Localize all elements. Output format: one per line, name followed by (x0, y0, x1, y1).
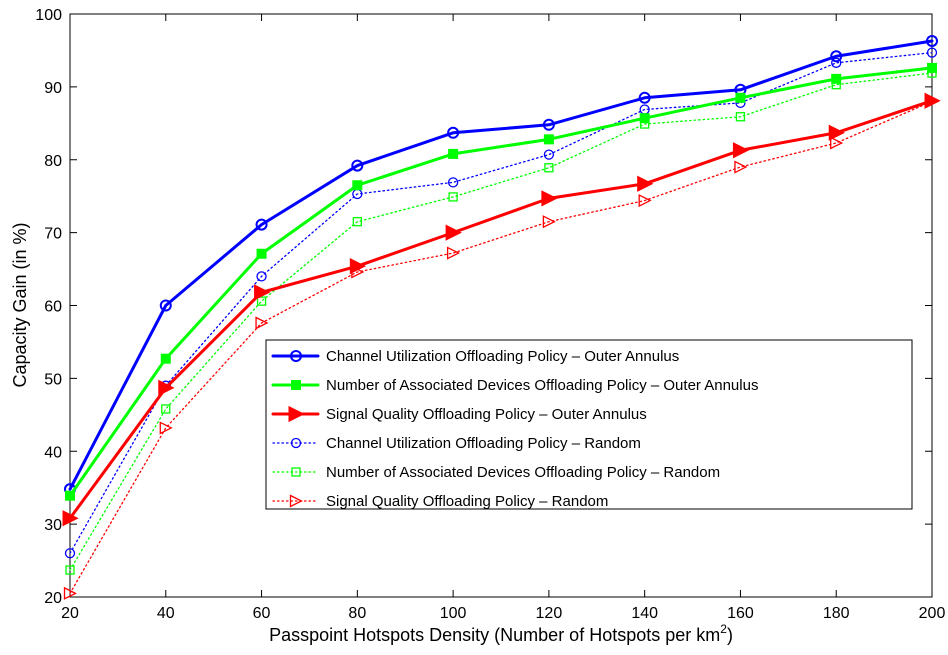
data-point (63, 586, 77, 600)
x-tick-label: 180 (823, 605, 850, 622)
data-point (543, 149, 555, 160)
data-point (830, 136, 844, 150)
data-point (352, 217, 362, 227)
data-point (256, 296, 267, 306)
data-point (831, 57, 842, 68)
data-point (256, 271, 267, 282)
y-tick-label: 90 (44, 80, 62, 97)
data-point (158, 379, 175, 396)
data-point (637, 175, 654, 192)
data-point (446, 246, 461, 260)
x-tick-label: 140 (631, 605, 658, 622)
legend-marker (290, 350, 302, 362)
y-tick-label: 30 (44, 517, 62, 534)
y-tick-label: 50 (44, 371, 62, 388)
x-tick-label: 200 (919, 605, 946, 622)
data-point (732, 142, 750, 159)
legend-label: Signal Quality Offloading Policy – Rando… (326, 493, 608, 510)
series-layer (62, 34, 941, 600)
series-line (68, 99, 934, 520)
data-point (448, 148, 459, 159)
legend-marker (291, 380, 301, 390)
data-point (830, 50, 843, 63)
data-point (65, 565, 75, 575)
x-tick-label: 80 (348, 605, 366, 622)
data-point (65, 490, 75, 501)
data-point (447, 126, 460, 139)
data-point (349, 258, 367, 275)
data-point (351, 159, 364, 172)
series-3 (62, 92, 941, 527)
data-point (831, 73, 842, 84)
x-tick-label: 100 (440, 605, 467, 622)
x-tick-label: 20 (61, 605, 79, 622)
data-point (254, 284, 271, 301)
data-point (544, 163, 554, 173)
y-tick-label: 80 (44, 153, 62, 170)
legend-marker (289, 494, 303, 508)
legend-marker (288, 405, 305, 423)
x-tick-label: 40 (157, 605, 175, 622)
data-point (828, 124, 845, 141)
y-tick-label: 70 (44, 226, 62, 243)
data-point (255, 218, 268, 231)
series-2 (65, 62, 937, 501)
data-point (542, 215, 556, 229)
data-point (159, 299, 172, 312)
legend: Channel Utilization Offloading Policy – … (265, 339, 913, 510)
data-point (256, 248, 267, 259)
series-1 (64, 34, 938, 496)
data-point (62, 510, 79, 527)
data-point (926, 34, 938, 47)
data-point (735, 112, 746, 122)
data-point (447, 177, 459, 188)
data-point (926, 47, 938, 58)
data-point (927, 62, 937, 73)
legend-label: Signal Quality Offloading Policy – Outer… (326, 406, 647, 423)
data-point (352, 180, 363, 191)
data-point (924, 92, 941, 109)
y-axis-title: Capacity Gain (in %) (10, 222, 30, 387)
data-point (638, 91, 651, 104)
legend-box (265, 339, 913, 510)
y-tick-label: 20 (44, 590, 62, 607)
series-line (68, 39, 934, 491)
y-tick-label: 60 (44, 299, 62, 316)
data-point (64, 548, 76, 559)
legend-marker (291, 467, 301, 477)
x-axis-title: Passpoint Hotspots Density (Number of Ho… (269, 622, 733, 645)
data-point (445, 224, 462, 241)
series-line (69, 100, 933, 595)
x-tick-label: 160 (727, 605, 754, 622)
data-point (161, 404, 171, 414)
series-5 (65, 68, 937, 575)
data-point (541, 190, 558, 207)
x-tick-label: 60 (253, 605, 271, 622)
legend-label: Channel Utilization Offloading Policy – … (326, 348, 679, 365)
legend-marker (290, 437, 302, 449)
data-point (543, 134, 554, 145)
data-point (255, 316, 269, 330)
data-point (638, 194, 652, 208)
x-tick-label: 120 (536, 605, 563, 622)
data-point (735, 92, 746, 103)
data-point (159, 421, 173, 435)
legend-label: Channel Utilization Offloading Policy – … (326, 435, 641, 452)
series-line (69, 51, 933, 554)
series-line (68, 66, 934, 498)
data-point (160, 353, 171, 364)
y-tick-label: 100 (35, 7, 62, 24)
data-point (734, 160, 748, 174)
data-point (542, 118, 555, 131)
data-point (448, 192, 458, 202)
axis-ticks: 20 40 60 80 100 120 140 160 180 200 20 30 40 50 60 70 80… (35, 7, 945, 622)
series-line (69, 72, 933, 571)
y-tick-label: 40 (44, 444, 62, 461)
data-point (639, 113, 650, 124)
legend-label: Number of Associated Devices Offloading … (326, 377, 758, 394)
legend-label: Number of Associated Devices Offloading … (326, 464, 720, 481)
